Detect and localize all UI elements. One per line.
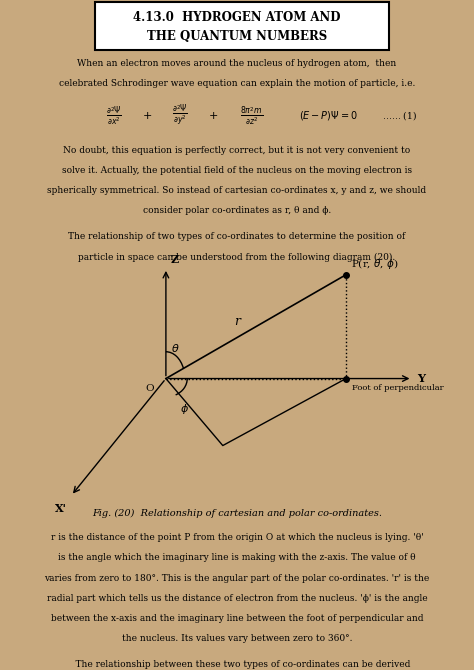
Text: the nucleus. Its values vary between zero to 360°.: the nucleus. Its values vary between zer… (122, 634, 352, 643)
Text: r is the distance of the point P from the origin O at which the nucleus is lying: r is the distance of the point P from th… (51, 533, 423, 542)
Text: $\theta$: $\theta$ (171, 342, 179, 354)
Text: celebrated Schrodinger wave equation can explain the motion of particle, i.e.: celebrated Schrodinger wave equation can… (59, 79, 415, 88)
Text: Z: Z (171, 254, 179, 265)
Text: O: O (146, 384, 154, 393)
Text: r: r (234, 315, 240, 328)
Text: The relationship of two types of co-ordinates to determine the position of: The relationship of two types of co-ordi… (68, 232, 406, 241)
Text: solve it. Actually, the potential field of the nucleus on the moving electron is: solve it. Actually, the potential field … (62, 166, 412, 175)
Text: radial part which tells us the distance of electron from the nucleus. 'ϕ' is the: radial part which tells us the distance … (46, 594, 428, 602)
Text: $\ldots\ldots$ (1): $\ldots\ldots$ (1) (382, 109, 417, 123)
Text: between the x-axis and the imaginary line between the foot of perpendicular and: between the x-axis and the imaginary lin… (51, 614, 423, 622)
Text: particle in space can be understood from the following diagram (20).: particle in space can be understood from… (78, 253, 396, 262)
Text: consider polar co-ordinates as r, θ and ϕ.: consider polar co-ordinates as r, θ and … (143, 206, 331, 215)
Text: is the angle which the imaginary line is making with the z-axis. The value of θ: is the angle which the imaginary line is… (58, 553, 416, 562)
Text: $\phi$: $\phi$ (181, 402, 189, 416)
Text: THE QUANTUM NUMBERS: THE QUANTUM NUMBERS (147, 30, 327, 44)
Text: $(E - P)\Psi = 0$: $(E - P)\Psi = 0$ (299, 109, 357, 123)
Text: X': X' (55, 502, 66, 513)
Text: Y: Y (417, 373, 425, 384)
Text: P(r, $\theta$, $\phi$): P(r, $\theta$, $\phi$) (351, 257, 399, 271)
Text: spherically symmetrical. So instead of cartesian co-ordinates x, y and z, we sho: spherically symmetrical. So instead of c… (47, 186, 427, 195)
Text: $+$: $+$ (142, 111, 152, 121)
Text: When an electron moves around the nucleus of hydrogen atom,  then: When an electron moves around the nucleu… (77, 59, 397, 68)
Text: $+$: $+$ (208, 111, 219, 121)
Text: $\frac{8\pi^2m}{\partial z^2}$: $\frac{8\pi^2m}{\partial z^2}$ (239, 105, 263, 127)
FancyBboxPatch shape (95, 2, 389, 50)
Text: $\frac{\partial^2\Psi}{\partial x^2}$: $\frac{\partial^2\Psi}{\partial x^2}$ (106, 105, 122, 127)
Text: No doubt, this equation is perfectly correct, but it is not very convenient to: No doubt, this equation is perfectly cor… (64, 146, 410, 155)
Text: Foot of perpendicular: Foot of perpendicular (352, 384, 443, 392)
Text: varies from zero to 180°. This is the angular part of the polar co-ordinates. 'r: varies from zero to 180°. This is the an… (45, 574, 429, 582)
Text: 4.13.0  HYDROGEN ATOM AND: 4.13.0 HYDROGEN ATOM AND (133, 11, 341, 24)
Text: Fig. (20)  Relationship of cartesian and polar co-ordinates.: Fig. (20) Relationship of cartesian and … (92, 509, 382, 519)
Text: The relationship between these two types of co-ordinates can be derived: The relationship between these two types… (64, 660, 410, 669)
Text: $\frac{\partial^2\Psi}{\partial y^2}$: $\frac{\partial^2\Psi}{\partial y^2}$ (172, 104, 188, 128)
